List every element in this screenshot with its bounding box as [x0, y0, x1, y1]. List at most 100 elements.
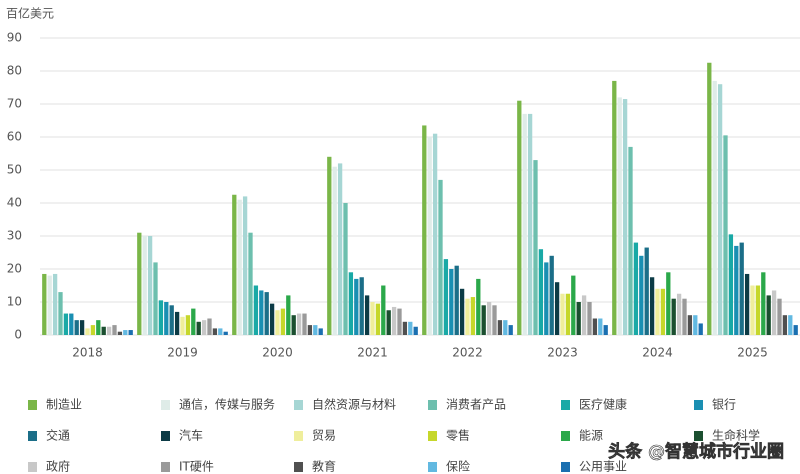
- bar: [318, 328, 323, 335]
- bar: [598, 318, 603, 335]
- bar: [777, 298, 782, 335]
- bar: [269, 303, 275, 335]
- y-tick-label: 20: [7, 262, 22, 276]
- bar: [755, 285, 761, 335]
- bar: [581, 295, 587, 335]
- bar: [560, 293, 565, 335]
- bar: [42, 273, 47, 335]
- bar: [313, 325, 318, 335]
- bar: [660, 288, 666, 335]
- y-tick-label: 30: [7, 229, 22, 243]
- bar: [449, 269, 454, 335]
- bar: [571, 275, 576, 335]
- bar: [52, 273, 58, 335]
- bar: [354, 278, 359, 335]
- bar: [402, 321, 408, 335]
- legend-label: 制造业: [46, 398, 82, 412]
- bar: [232, 194, 237, 335]
- bar: [533, 160, 538, 335]
- bar: [90, 325, 96, 335]
- bar: [612, 80, 617, 336]
- bar: [622, 99, 628, 335]
- y-tick-label: 50: [7, 163, 22, 177]
- bar: [771, 290, 777, 335]
- legend-label: 保险: [446, 459, 470, 474]
- bar: [158, 300, 164, 335]
- legend-label: 医疗健康: [579, 397, 627, 412]
- bar: [761, 272, 766, 335]
- bar: [549, 255, 554, 335]
- bar: [422, 125, 427, 335]
- legend-label: 自然资源与材料: [312, 397, 396, 412]
- bar: [766, 295, 771, 335]
- bar: [164, 302, 169, 335]
- bar: [381, 285, 386, 335]
- bar: [364, 295, 370, 335]
- bar: [375, 303, 381, 335]
- bar: [639, 255, 644, 335]
- bar: [497, 320, 503, 335]
- y-tick-label: 0: [14, 328, 22, 342]
- bar: [112, 325, 117, 335]
- bar: [517, 100, 522, 335]
- x-tick-label: 2024: [642, 346, 673, 360]
- bar: [47, 275, 52, 335]
- bar: [180, 316, 185, 335]
- bar: [185, 315, 191, 335]
- bar: [343, 203, 348, 335]
- bar: [443, 259, 449, 335]
- bar: [454, 265, 459, 335]
- legend-label: 能源: [579, 429, 603, 443]
- bar: [544, 262, 549, 335]
- bar: [712, 80, 717, 336]
- bar: [359, 277, 364, 335]
- legend-swatch: [428, 431, 437, 441]
- y-tick-label: 80: [7, 64, 22, 78]
- bar: [503, 320, 508, 335]
- bar: [655, 288, 660, 335]
- legend-swatch: [28, 431, 37, 441]
- legend-label: 生命科学: [712, 428, 760, 443]
- bar: [538, 249, 544, 335]
- bar: [408, 321, 413, 335]
- bar: [275, 310, 280, 335]
- y-tick-label: 90: [7, 31, 22, 45]
- legend-label: 消费者产品: [446, 398, 506, 412]
- bar: [671, 298, 676, 335]
- bar: [644, 247, 649, 335]
- bar: [587, 302, 592, 335]
- bar: [169, 305, 174, 335]
- bar: [153, 262, 158, 335]
- bar: [259, 290, 264, 335]
- x-tick-label: 2018: [72, 346, 103, 360]
- x-tick-label: 2019: [167, 346, 198, 360]
- bar: [291, 315, 296, 335]
- bar: [486, 302, 492, 335]
- bar: [693, 315, 698, 335]
- bar: [427, 137, 432, 335]
- bar: [687, 315, 693, 335]
- bar: [723, 135, 728, 335]
- y-tick-label: 10: [7, 295, 22, 309]
- y-tick-label: 40: [7, 196, 22, 210]
- x-tick-label: 2025: [737, 346, 768, 360]
- bar: [307, 325, 313, 335]
- bar: [201, 320, 207, 335]
- bar: [207, 318, 212, 335]
- bar: [296, 313, 302, 335]
- watermark: 头条 @智慧城市行业圈: [608, 441, 784, 462]
- bar: [237, 199, 242, 335]
- bar: [142, 236, 147, 335]
- bar: [728, 234, 734, 335]
- bar: [391, 306, 397, 335]
- bar: [782, 315, 788, 335]
- bar: [137, 232, 142, 335]
- bar: [476, 278, 481, 335]
- bar: [101, 326, 106, 335]
- legend-swatch: [28, 400, 37, 410]
- bar: [280, 308, 286, 335]
- bar: [248, 232, 253, 335]
- bar: [128, 330, 133, 335]
- bar: [63, 313, 69, 335]
- legend-label: 贸易: [312, 429, 336, 443]
